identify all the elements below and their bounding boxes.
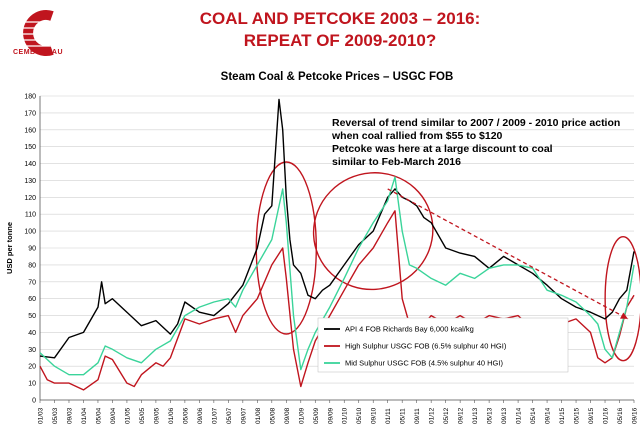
x-tick-label: 05/03 [52, 407, 59, 424]
annotation-line-4: similar to Feb-March 2016 [332, 156, 461, 168]
y-tick-label: 10 [28, 381, 36, 388]
x-tick-label: 01/11 [385, 408, 392, 424]
series-line-3 [39, 176, 635, 376]
x-tick-label: 01/10 [342, 407, 349, 424]
y-tick-label: 120 [24, 195, 36, 202]
page-title-line2: REPEAT OF 2009-2010? [243, 31, 437, 50]
x-tick-label: 01/15 [559, 407, 566, 424]
x-tick-label: 05/09 [313, 407, 320, 424]
annotation-line-3: Petcoke was here at a large discount to … [332, 143, 553, 155]
x-tick-label: 09/07 [240, 407, 247, 424]
trend-arrow-line [387, 188, 629, 320]
y-tick-label: 80 [28, 262, 36, 269]
x-tick-label: 01/08 [255, 407, 262, 424]
x-tick-label: 09/14 [545, 407, 552, 424]
x-tick-label: 09/03 [66, 407, 73, 424]
x-tick-label: 09/05 [153, 407, 160, 424]
x-tick-label: 01/06 [168, 407, 175, 424]
x-tick-label: 05/16 [617, 407, 624, 424]
logo-text: CEMBUREAU [13, 49, 63, 56]
x-tick-label: 05/04 [95, 407, 102, 424]
y-tick-label: 20 [28, 364, 36, 371]
x-tick-label: 05/12 [443, 407, 450, 424]
legend-label: High Sulphur USGC FOB (6.5% sulphur 40 H… [345, 342, 507, 351]
x-tick-label: 09/08 [284, 407, 291, 424]
chart-annotation: Reversal of trend similar to 2007 / 2009… [332, 117, 632, 169]
x-tick-label: 09/06 [197, 407, 204, 424]
x-tick-label: 09/13 [501, 407, 508, 424]
y-tick-label: 70 [28, 279, 36, 286]
x-tick-label: 09/11 [414, 408, 421, 424]
y-tick-label: 110 [25, 212, 36, 219]
x-tick-label: 09/10 [371, 407, 378, 424]
x-tick-label: 05/14 [530, 407, 537, 424]
legend-box [317, 317, 569, 373]
x-tick-label: 01/04 [81, 407, 88, 424]
cembureau-logo [16, 10, 60, 56]
page-title: COAL AND PETCOKE 2003 – 2016: REPEAT OF … [100, 8, 580, 52]
y-tick-label: 30 [28, 347, 36, 354]
annotation-line-2: when coal rallied from $55 to $120 [332, 130, 503, 142]
legend-label: API 4 FOB Richards Bay 6,000 kcal/kg [345, 325, 474, 334]
y-tick-label: 130 [24, 178, 36, 185]
x-tick-label: 01/07 [211, 407, 218, 424]
y-tick-label: 140 [24, 161, 36, 168]
y-tick-label: 90 [28, 246, 36, 253]
x-tick-label: 05/11 [400, 408, 407, 424]
x-tick-label: 01/13 [472, 407, 479, 424]
x-tick-label: 09/04 [110, 407, 117, 424]
y-tick-label: 170 [24, 110, 36, 117]
x-tick-label: 01/14 [516, 407, 523, 424]
highlight-ellipse [312, 172, 434, 291]
x-tick-label: 05/05 [139, 407, 146, 424]
y-tick-label: 150 [24, 144, 36, 151]
x-tick-label: 05/08 [269, 407, 276, 424]
x-tick-label: 05/10 [356, 407, 363, 424]
x-tick-label: 01/16 [603, 407, 610, 424]
x-tick-label: 09/16 [632, 407, 639, 424]
x-tick-label: 05/07 [226, 407, 233, 424]
x-tick-label: 05/13 [487, 407, 494, 424]
x-tick-label: 05/06 [182, 407, 189, 424]
logo-mark [16, 10, 60, 56]
chart-title: Steam Coal & Petcoke Prices – USGC FOB [221, 71, 454, 83]
y-tick-label: 50 [28, 313, 36, 320]
x-tick-label: 05/15 [574, 407, 581, 424]
x-tick-label: 09/12 [458, 407, 465, 424]
y-tick-label: 0 [32, 398, 36, 405]
x-tick-label: 01/05 [124, 407, 131, 424]
y-tick-label: 40 [28, 330, 36, 337]
y-tick-label: 60 [28, 296, 36, 303]
x-tick-label: 01/12 [429, 407, 436, 424]
legend-label: Mid Sulphur USGC FOB (4.5% sulphur 40 HG… [345, 359, 503, 368]
x-tick-label: 09/15 [588, 407, 595, 424]
highlight-ellipse [604, 235, 640, 362]
x-tick-label: 09/09 [327, 407, 334, 424]
x-tick-label: 01/03 [38, 407, 45, 424]
x-tick-label: 01/09 [298, 407, 305, 424]
y-tick-label: 100 [24, 229, 36, 236]
y-axis-label: USD per tonne [5, 222, 14, 274]
page-title-line1: COAL AND PETCOKE 2003 – 2016: [199, 9, 481, 28]
y-tick-label: 180 [24, 94, 36, 101]
trend-arrow-head [620, 312, 628, 319]
annotation-line-1: Reversal of trend similar to 2007 / 2009… [332, 117, 621, 129]
y-tick-label: 160 [24, 127, 36, 134]
series-line-1 [39, 98, 635, 359]
